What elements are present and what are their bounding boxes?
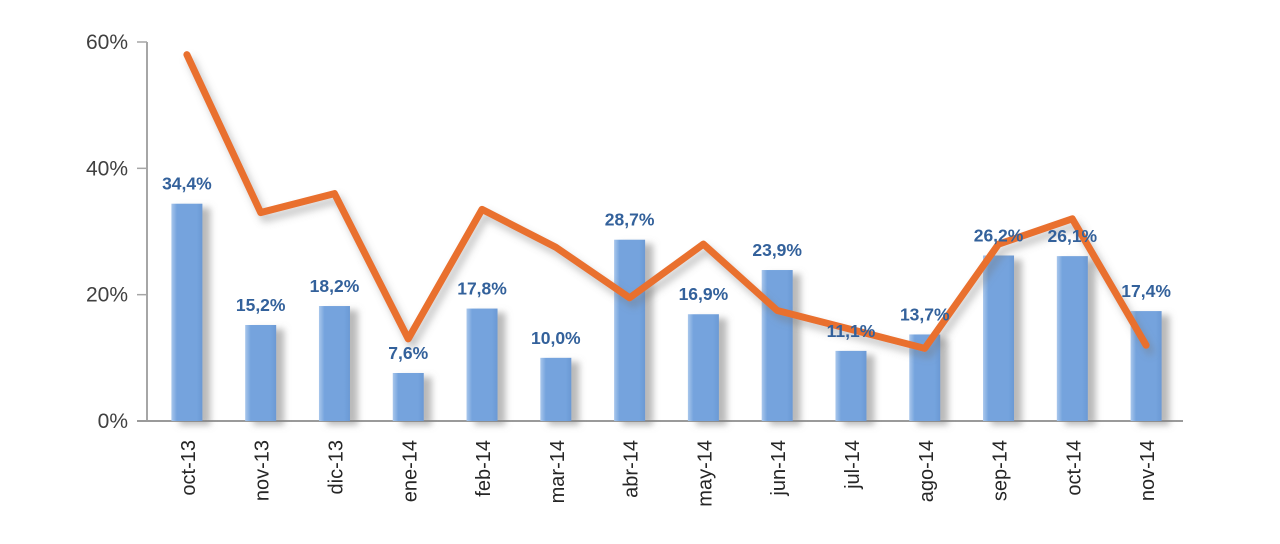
bar-value-label: 16,9% <box>679 284 729 304</box>
trend-line <box>183 51 1150 352</box>
bar <box>392 372 424 421</box>
x-axis-category-label: oct-13 <box>178 440 200 496</box>
bar-value-label: 23,9% <box>752 240 802 260</box>
x-axis-category-label: jun-14 <box>768 440 790 497</box>
bar <box>1056 256 1088 421</box>
y-axis-tick-label: 40% <box>86 157 128 180</box>
x-axis-category-label: abr-14 <box>621 440 643 498</box>
x-axis-category-label: sep-14 <box>990 440 1012 501</box>
bar-value-label: 28,7% <box>605 210 655 230</box>
bar <box>540 357 572 421</box>
bar <box>983 255 1015 421</box>
bar-value-label: 7,6% <box>388 343 428 363</box>
y-axis-tick-label: 20% <box>86 284 128 307</box>
bar-value-label: 17,8% <box>457 279 507 299</box>
x-axis-category-label: oct-14 <box>1063 440 1085 496</box>
bar-value-label: 26,2% <box>974 226 1024 246</box>
bar-value-label: 10,0% <box>531 328 581 348</box>
x-axis-category-label: mar-14 <box>547 440 569 503</box>
bar <box>761 270 793 421</box>
x-axis-category-label: nov-14 <box>1137 440 1159 501</box>
bar-value-label: 34,4% <box>162 174 212 194</box>
x-axis-category-label: dic-13 <box>325 440 347 494</box>
bar-value-label: 15,2% <box>236 295 286 315</box>
bar <box>466 308 498 421</box>
x-axis-category-label: ene-14 <box>399 440 421 502</box>
bar-value-label: 18,2% <box>310 276 360 296</box>
x-axis-category-label: may-14 <box>694 440 716 507</box>
x-axis-category-label: jul-14 <box>842 440 864 490</box>
bar <box>245 324 277 421</box>
bar-value-label: 17,4% <box>1121 281 1171 301</box>
x-axis-category-label: feb-14 <box>473 440 495 497</box>
bar <box>318 306 350 421</box>
y-axis-tick-label: 0% <box>98 410 128 433</box>
y-axis-tick-label: 60% <box>86 31 128 54</box>
x-axis-category-label: ago-14 <box>916 440 938 502</box>
bar <box>171 203 203 421</box>
x-axis-category-label: nov-13 <box>252 440 274 501</box>
bar-value-label: 13,7% <box>900 304 950 324</box>
bar <box>614 239 646 421</box>
bar <box>835 350 867 421</box>
bar <box>687 314 719 421</box>
bar-value-label: 26,1% <box>1048 226 1098 246</box>
bar-value-label: 11,1% <box>827 321 876 341</box>
